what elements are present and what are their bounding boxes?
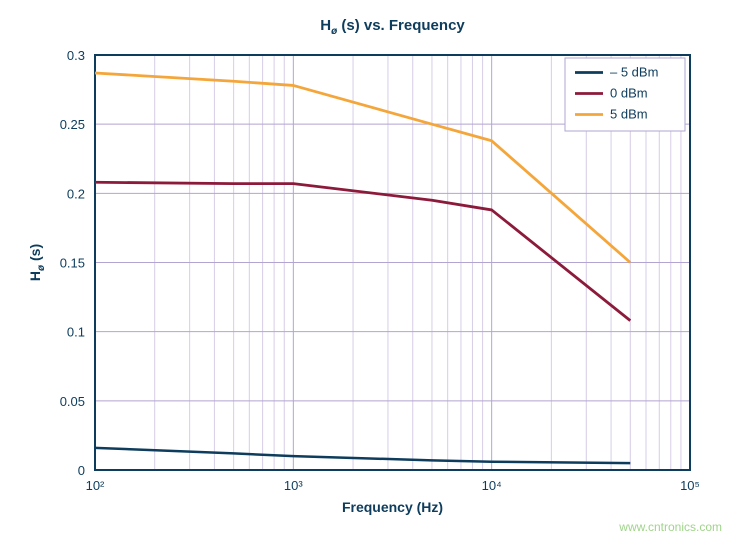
y-tick-label: 0.3: [67, 48, 85, 63]
chart-container: 0 0.05 0.1 0.15 0.2 0.25 0.3 10² 10³ 10⁴ 10⁵ Freque…: [0, 0, 742, 552]
y-tick-label: 0.2: [67, 186, 85, 201]
legend-label: 0 dBm: [610, 86, 648, 101]
y-tick-label: 0: [78, 463, 85, 478]
x-tick-label: 10⁵: [680, 478, 700, 493]
y-tick-label: 0.1: [67, 325, 85, 340]
legend-label: 5 dBm: [610, 107, 648, 122]
x-tick-label: 10²: [86, 478, 105, 493]
x-axis-label: Frequency (Hz): [342, 499, 443, 515]
x-tick-label: 10⁴: [482, 478, 502, 493]
y-tick-label: 0.25: [60, 117, 85, 132]
y-axis-label: Hø (s): [27, 244, 47, 281]
chart-title: Hø (s) vs. Frequency: [320, 17, 465, 37]
y-tick-label: 0.15: [60, 256, 85, 271]
x-tick-label: 10³: [284, 478, 303, 493]
line-chart: 0 0.05 0.1 0.15 0.2 0.25 0.3 10² 10³ 10⁴ 10⁵ Freque…: [0, 0, 742, 552]
watermark-text: www.cntronics.com: [619, 520, 722, 534]
legend-label: – 5 dBm: [610, 65, 658, 80]
y-tick-label: 0.05: [60, 394, 85, 409]
